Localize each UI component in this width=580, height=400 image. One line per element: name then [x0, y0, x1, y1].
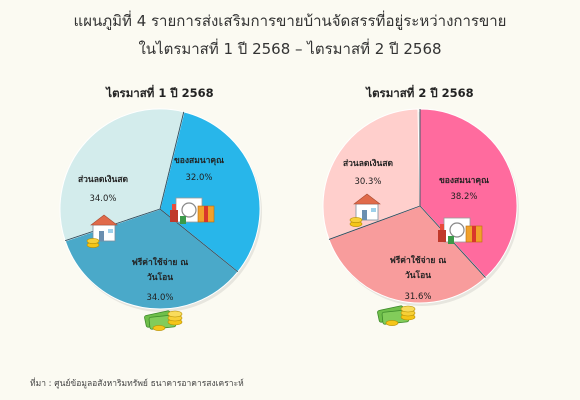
house-discount-icon: [349, 193, 381, 227]
pie-chart-2: ไตรมาสที่ 2 ปี 2568 ของสมนาคุณ 38.2% ฟรีค่า…: [322, 84, 519, 326]
slice-value-label: 34.0%: [89, 194, 116, 204]
money-stack-icon: [377, 305, 416, 326]
house-discount-icon: [86, 214, 118, 248]
slice-label: ส่วนลดเงินสด: [343, 158, 394, 169]
pie-slice: [159, 111, 261, 273]
slice-label: ฟรีค่าใช้จ่าย ณวันโอน: [390, 255, 447, 281]
slice-label: ส่วนลดเงินสด: [78, 174, 129, 185]
slice-value-label: 30.3%: [354, 177, 381, 187]
gift-box-icon: [438, 217, 483, 244]
pie-title: ไตรมาสที่ 1 ปี 2568: [104, 84, 213, 100]
chart-title-line-2: ในไตรมาสที่ 1 ปี 2568 – ไตรมาสที่ 2 ปี 2…: [138, 40, 442, 58]
money-stack-icon: [144, 310, 183, 331]
slice-value-label: 38.2%: [450, 192, 477, 202]
slice-value-label: 31.6%: [404, 292, 431, 302]
slice-value-label: 32.0%: [185, 173, 212, 183]
slice-value-label: 34.0%: [146, 293, 173, 303]
pie-title: ไตรมาสที่ 2 ปี 2568: [364, 84, 473, 100]
pie-chart-1: ไตรมาสที่ 1 ปี 2568 ของสมนาคุณ 32.0% ฟรีค่า…: [59, 84, 262, 331]
pie-slice: [419, 108, 518, 279]
slice-label: ของสมนาคุณ: [174, 156, 224, 166]
slice-label: ฟรีค่าใช้จ่าย ณวันโอน: [132, 257, 189, 283]
pie-slice: [327, 205, 487, 304]
slice-divider: [159, 111, 185, 210]
chart-title-line-1: แผนภูมิที่ 4 รายการส่งเสริมการขายบ้านจัด…: [73, 12, 507, 30]
slice-divider: [328, 205, 421, 240]
source-note: ที่มา : ศูนย์ข้อมูลอสังหาริมทรัพย์ ธนาคา…: [30, 379, 244, 389]
pie-slice: [59, 108, 185, 242]
pie-slice: [322, 108, 421, 241]
gift-box-icon: [170, 197, 215, 224]
slice-label: ของสมนาคุณ: [439, 176, 489, 186]
